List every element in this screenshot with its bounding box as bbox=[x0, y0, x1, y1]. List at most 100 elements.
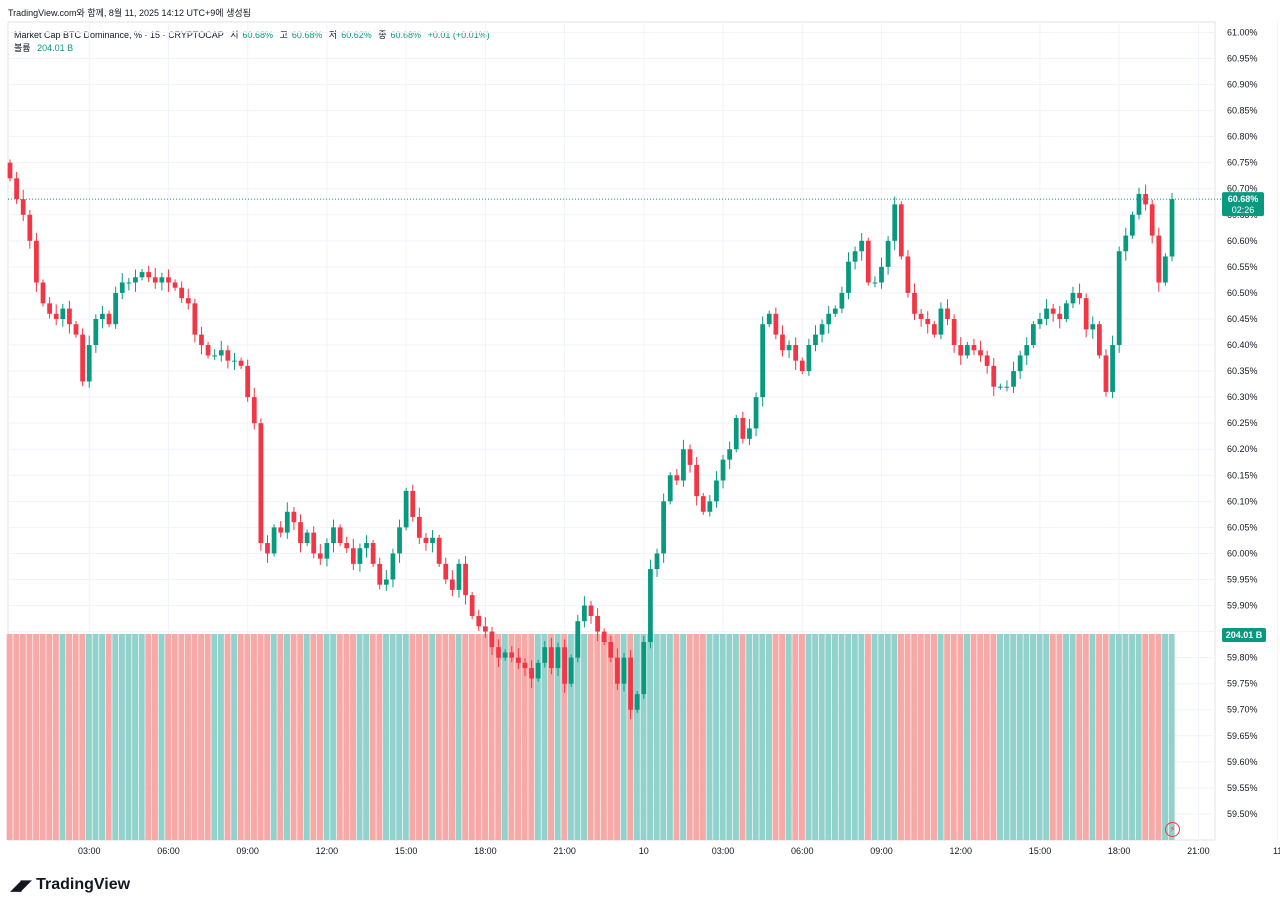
volume-bar bbox=[270, 634, 277, 840]
volume-bar bbox=[250, 634, 257, 840]
volume-bar bbox=[475, 634, 482, 840]
volume-bar bbox=[805, 634, 812, 840]
volume-bar bbox=[607, 634, 614, 840]
volume-bar bbox=[739, 634, 746, 840]
axes: 61.00% 60.95% 60.90% 60.85% 60.80% 60.75% 60.7… bbox=[78, 27, 1280, 856]
volume-bar bbox=[1069, 634, 1076, 840]
volume-bar bbox=[660, 634, 667, 840]
candle-body bbox=[892, 204, 898, 241]
candle-body bbox=[185, 298, 191, 304]
volume-bar bbox=[1096, 634, 1103, 840]
candle-body bbox=[1030, 324, 1036, 346]
volume-bar bbox=[165, 634, 172, 840]
candle-body bbox=[218, 350, 224, 356]
volume-bar bbox=[567, 634, 574, 840]
volume-bar bbox=[838, 634, 845, 840]
candle-body bbox=[106, 313, 112, 325]
candle-body bbox=[14, 178, 19, 200]
volume-bar bbox=[647, 634, 654, 840]
candle-body bbox=[20, 199, 26, 215]
volume-bar bbox=[1036, 634, 1043, 840]
candle-body bbox=[1116, 251, 1122, 346]
candle-body bbox=[582, 605, 587, 622]
candle-body bbox=[1070, 292, 1076, 304]
candle-body bbox=[179, 287, 185, 299]
volume-bar bbox=[964, 634, 970, 840]
candle-body bbox=[152, 277, 158, 283]
candle-body bbox=[661, 501, 667, 554]
candle-body bbox=[786, 345, 792, 351]
candle-body bbox=[502, 652, 508, 658]
candle-body bbox=[562, 647, 567, 684]
candle-body bbox=[681, 449, 686, 481]
volume-bar bbox=[917, 634, 924, 840]
candle-body bbox=[720, 459, 726, 481]
x-tick-label: 10 bbox=[639, 846, 649, 856]
volume-bars bbox=[6, 634, 1175, 840]
candle-body bbox=[113, 292, 119, 325]
y-tick-label: 59.80% bbox=[1227, 653, 1258, 663]
y-tick-label: 60.70% bbox=[1227, 184, 1258, 194]
candle-body bbox=[978, 350, 983, 356]
tradingview-logo[interactable]: ◢◤ TradingView bbox=[10, 876, 130, 894]
candle-body bbox=[535, 662, 541, 679]
candle-body bbox=[1103, 355, 1109, 392]
candle-body bbox=[865, 240, 871, 283]
candle-body bbox=[397, 527, 402, 554]
volume-bar bbox=[125, 634, 132, 840]
volume-bar bbox=[587, 634, 594, 840]
candle-body bbox=[476, 615, 482, 627]
volume-bar bbox=[765, 634, 772, 840]
candle-body bbox=[403, 490, 409, 528]
volume-bar bbox=[1049, 634, 1056, 840]
candle-body bbox=[859, 240, 865, 252]
volume-bar bbox=[317, 634, 323, 840]
volume-bar bbox=[1109, 634, 1116, 840]
y-tick-label: 60.95% bbox=[1227, 53, 1258, 63]
volume-bar bbox=[171, 634, 178, 840]
symbol-title[interactable]: Market Cap BTC Dominance, % · 15 · CRYPT… bbox=[14, 30, 224, 40]
candle-body bbox=[172, 282, 178, 288]
volume-bar bbox=[620, 634, 627, 840]
candle-body bbox=[1169, 199, 1175, 257]
candle-body bbox=[423, 537, 429, 544]
candle-body bbox=[1130, 214, 1135, 236]
volume-bar bbox=[600, 634, 607, 840]
candle-body bbox=[549, 647, 554, 669]
x-tick-label: 03:00 bbox=[78, 846, 101, 856]
candle-body bbox=[958, 345, 964, 356]
candle-body bbox=[931, 324, 937, 335]
y-tick-label: 60.85% bbox=[1227, 106, 1258, 116]
change-value: +0.01 (+0.01%) bbox=[427, 30, 490, 40]
candle-body bbox=[951, 318, 957, 346]
candle-body bbox=[47, 303, 52, 314]
volume-bar bbox=[931, 634, 937, 840]
volume-bar bbox=[1122, 634, 1129, 840]
volume-bar bbox=[118, 634, 125, 840]
candle-body bbox=[568, 657, 574, 684]
volume-bar bbox=[488, 634, 495, 840]
y-tick-label: 60.20% bbox=[1227, 444, 1258, 454]
badges: 60.68%02:26 204.01 B bbox=[8, 192, 1266, 642]
volume-bar bbox=[184, 634, 191, 840]
volume-bar bbox=[759, 634, 766, 840]
volume-bar bbox=[746, 634, 753, 840]
candle-body bbox=[212, 355, 218, 357]
candle-body bbox=[515, 657, 521, 663]
volume-bar bbox=[435, 634, 442, 840]
volume-bar bbox=[442, 634, 449, 840]
volume-bar bbox=[614, 634, 621, 840]
candle-body bbox=[813, 334, 818, 346]
volume-bar bbox=[409, 634, 416, 840]
volume-bar bbox=[1162, 634, 1169, 840]
candle-body bbox=[634, 694, 640, 710]
volume-bar bbox=[237, 634, 244, 840]
candle-body bbox=[615, 657, 620, 684]
volume-bar bbox=[1082, 634, 1089, 840]
candle-body bbox=[747, 428, 752, 439]
candle-body bbox=[595, 615, 600, 632]
candle-body bbox=[925, 318, 931, 325]
volume-bar bbox=[145, 634, 152, 840]
flash-icon[interactable]: ⚡ bbox=[1165, 822, 1180, 837]
